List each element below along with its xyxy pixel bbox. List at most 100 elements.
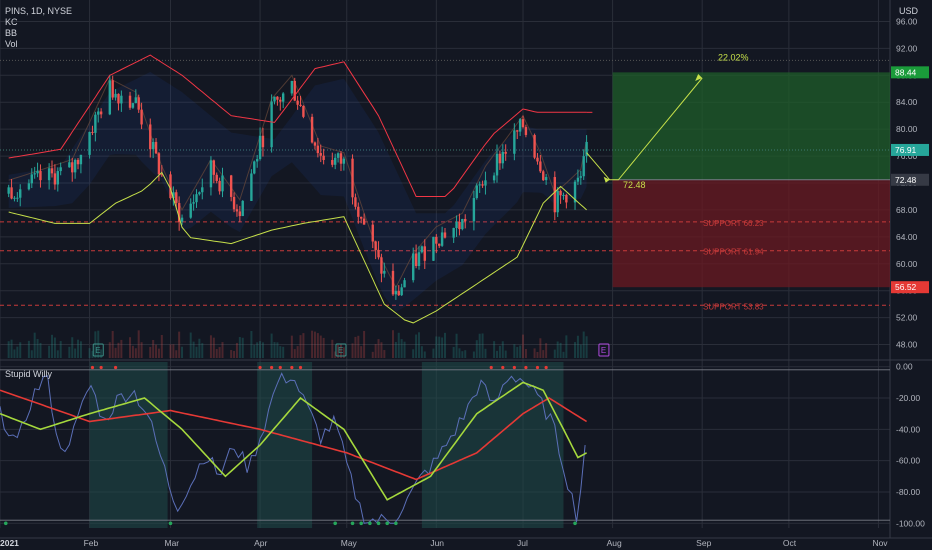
projection-arrowhead xyxy=(603,176,610,183)
candle-body xyxy=(258,135,262,160)
overbought-dot xyxy=(501,365,505,370)
time-axis-label: Jul xyxy=(517,538,528,548)
candle-body xyxy=(498,153,502,164)
candle-body xyxy=(59,167,62,172)
volume-bar xyxy=(360,346,363,358)
entry-value-label: 72.48 xyxy=(623,180,646,190)
volume-bar xyxy=(10,339,13,358)
volume-bar xyxy=(230,350,233,358)
overbought-dot xyxy=(99,365,103,370)
candle-body xyxy=(189,203,192,218)
volume-bar xyxy=(253,344,256,358)
candle-body xyxy=(195,194,198,203)
candle-body xyxy=(198,192,201,195)
volume-bar xyxy=(238,337,241,358)
candle-body xyxy=(542,171,545,181)
candle-body xyxy=(47,168,51,181)
volume-bar xyxy=(354,336,357,358)
candle-body xyxy=(232,196,236,210)
overbought-dot xyxy=(258,365,262,370)
candle-body xyxy=(302,106,305,117)
volume-bar xyxy=(556,341,559,358)
bb-indicator-label[interactable]: BB xyxy=(5,28,18,38)
time-axis-label: Jun xyxy=(430,538,444,548)
candle-body xyxy=(56,171,59,185)
candle-body xyxy=(276,96,279,100)
support-label: SUPPORT 66.23 xyxy=(703,219,764,228)
volume-bar xyxy=(178,331,181,358)
volume-bar xyxy=(579,344,582,358)
target-percent-label: 22.02% xyxy=(718,52,749,62)
candle-body xyxy=(524,127,528,135)
candle-body xyxy=(91,131,94,133)
volume-bar xyxy=(282,346,285,358)
candle-body xyxy=(492,175,496,181)
oscillator-axis-label: -60.00 xyxy=(896,456,920,466)
volume-bar xyxy=(374,344,377,358)
volume-bar xyxy=(221,342,224,358)
target-zone xyxy=(612,72,890,180)
candle-body xyxy=(235,209,239,212)
candle-body xyxy=(576,177,580,182)
overbought-dot xyxy=(298,365,303,370)
volume-bar xyxy=(91,350,94,358)
volume-bar xyxy=(235,342,238,358)
candle-body xyxy=(380,257,383,274)
volume-bar xyxy=(172,344,175,358)
kc-indicator-label[interactable]: KC xyxy=(5,17,18,27)
candle-body xyxy=(39,171,42,181)
volume-bar xyxy=(68,346,71,358)
volume-bar xyxy=(313,331,316,358)
price-axis-label: 80.00 xyxy=(896,124,918,134)
candle-body xyxy=(7,187,10,194)
volume-bar xyxy=(400,339,403,358)
volume-bar xyxy=(296,346,299,358)
candle-body xyxy=(241,200,244,217)
price-axis-label: 52.00 xyxy=(896,313,918,323)
volume-bar xyxy=(279,346,282,358)
candle-body xyxy=(157,153,161,175)
volume-bar xyxy=(585,336,588,358)
volume-bar xyxy=(331,339,334,358)
candle-body xyxy=(339,153,343,164)
volume-bar xyxy=(519,345,522,358)
candle-body xyxy=(218,180,221,192)
volume-bar xyxy=(201,343,204,358)
price-axis-label: 96.00 xyxy=(896,16,918,26)
volume-bar xyxy=(380,342,383,358)
volume-bar xyxy=(19,342,22,358)
oscillator-title[interactable]: Stupid Willy xyxy=(5,369,53,379)
candle-body xyxy=(536,157,539,162)
volume-bar xyxy=(157,348,160,358)
oscillator-signal-line xyxy=(0,381,587,501)
volume-bar xyxy=(198,338,201,358)
candle-body xyxy=(108,80,112,115)
overbought-dot xyxy=(512,365,516,370)
price-axis-label: 48.00 xyxy=(896,340,918,350)
candle-body xyxy=(99,111,103,115)
volume-bar xyxy=(77,339,80,358)
volume-bar xyxy=(403,341,406,358)
volume-bar xyxy=(337,344,340,358)
stop-zone xyxy=(612,179,890,288)
volume-bar xyxy=(423,351,426,358)
candle-body xyxy=(261,135,265,148)
volume-bar xyxy=(417,332,420,358)
oscillator-axis-label: -20.00 xyxy=(896,393,920,403)
volume-bar xyxy=(481,333,484,358)
candle-body xyxy=(10,187,13,199)
volume-bar xyxy=(7,341,10,358)
candle-body xyxy=(120,95,123,104)
candle-body xyxy=(175,192,178,204)
earnings-marker-label: E xyxy=(95,346,100,355)
candle-body xyxy=(585,141,588,157)
time-axis-label: Oct xyxy=(783,538,797,548)
volume-bar xyxy=(441,337,444,358)
volume-bar xyxy=(383,350,386,358)
symbol-label[interactable]: PINS, 1D, NYSE xyxy=(5,6,73,16)
oscillator-fast-line xyxy=(0,372,586,524)
volume-bar xyxy=(51,334,54,358)
volume-indicator-label[interactable]: Vol xyxy=(5,39,18,49)
candle-body xyxy=(134,97,138,104)
